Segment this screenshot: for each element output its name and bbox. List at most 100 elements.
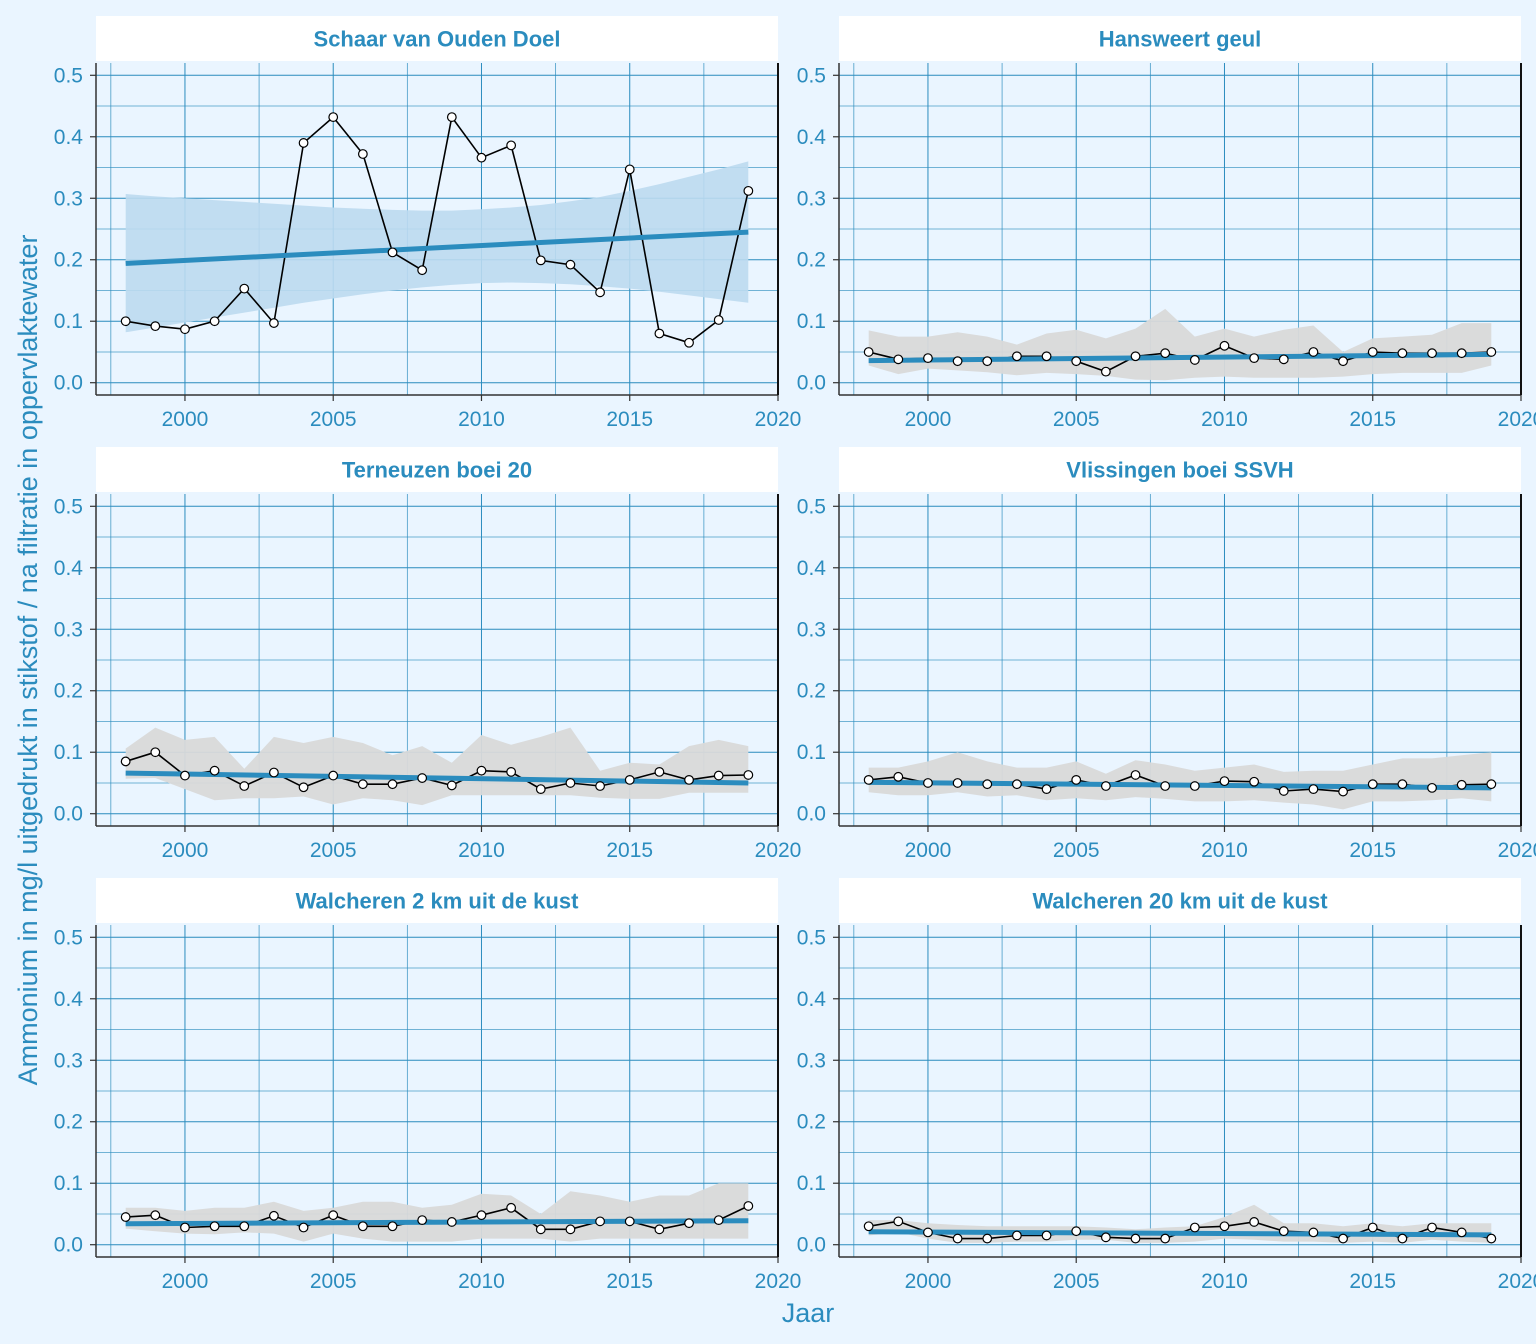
- data-point: [624, 774, 635, 785]
- data-point: [269, 767, 279, 778]
- data-point: [1338, 786, 1348, 797]
- panel-title: Hansweert geul: [1099, 27, 1262, 52]
- data-point: [595, 1216, 605, 1227]
- y-tick-label: 0.2: [797, 249, 826, 272]
- data-point: [1189, 355, 1200, 365]
- data-point: [1397, 779, 1408, 790]
- data-point: [952, 1233, 963, 1244]
- data-point: [624, 164, 635, 175]
- data-point: [387, 779, 398, 790]
- y-tick-label: 0.3: [797, 1049, 826, 1072]
- data-point: [684, 337, 694, 348]
- y-tick-label: 0.1: [797, 310, 826, 333]
- data-point: [1160, 781, 1171, 791]
- data-point: [239, 781, 250, 791]
- data-point: [1397, 348, 1408, 359]
- x-tick-label: 2020: [1498, 408, 1536, 431]
- y-tick-label: 0.1: [797, 1172, 826, 1195]
- panel-title: Terneuzen boei 20: [342, 458, 532, 483]
- data-point: [1041, 351, 1052, 362]
- facet-panel: Walcheren 2 km uit de kust 0.0 0.1 0.2 0.3 0.…: [54, 878, 802, 1293]
- data-point: [357, 1221, 368, 1232]
- data-point: [1012, 1230, 1022, 1241]
- data-point: [1219, 776, 1230, 787]
- x-tick-label: 2020: [755, 1270, 802, 1293]
- data-point: [180, 1222, 190, 1233]
- x-tick-label: 2005: [310, 839, 357, 862]
- trend-line: [868, 1229, 1492, 1238]
- x-tick-label: 2010: [1201, 408, 1248, 431]
- data-point: [1012, 779, 1022, 790]
- panel-strip: [96, 878, 778, 923]
- x-tick-label: 2015: [606, 1270, 653, 1293]
- data-point: [923, 778, 933, 788]
- data-point: [1100, 781, 1111, 791]
- data-point: [595, 781, 605, 791]
- data-point: [328, 1210, 339, 1221]
- data-point: [328, 112, 339, 123]
- data-point: [684, 774, 694, 785]
- data-point: [743, 185, 754, 196]
- data-point: [1160, 1233, 1171, 1244]
- data-point: [654, 328, 665, 339]
- data-point: [506, 766, 517, 777]
- data-point: [1308, 1227, 1319, 1238]
- data-point: [357, 779, 368, 790]
- data-point: [506, 140, 517, 151]
- data-point: [713, 1215, 724, 1226]
- data-point: [180, 324, 190, 335]
- y-tick-label: 0.5: [797, 495, 826, 518]
- data-point: [417, 265, 428, 276]
- x-tick-label: 2000: [905, 839, 952, 862]
- data-point: [180, 770, 190, 781]
- x-tick-label: 2020: [755, 408, 802, 431]
- data-point: [595, 287, 605, 298]
- data-point: [1219, 1221, 1230, 1232]
- data-point: [535, 784, 546, 795]
- data-point: [952, 356, 963, 367]
- y-tick-label: 0.2: [797, 680, 826, 703]
- data-point: [1308, 347, 1319, 357]
- panel-strip: [96, 447, 778, 492]
- x-tick-label: 2015: [606, 408, 653, 431]
- data-point: [387, 247, 398, 258]
- data-point: [1456, 779, 1467, 790]
- data-point: [1278, 786, 1289, 796]
- data-point: [624, 1216, 635, 1227]
- panel-strip: [96, 16, 778, 61]
- y-tick-label: 0.4: [797, 126, 827, 149]
- x-tick-label: 2010: [1201, 839, 1248, 862]
- x-tick-label: 2000: [905, 408, 952, 431]
- data-point: [209, 1221, 220, 1232]
- data-point: [269, 318, 279, 328]
- panel-strip: [839, 878, 1521, 923]
- data-point: [357, 149, 368, 159]
- data-point: [565, 259, 576, 270]
- data-point: [1130, 770, 1141, 780]
- data-point: [952, 778, 963, 788]
- y-tick-label: 0.4: [54, 557, 84, 580]
- data-point: [1219, 340, 1230, 351]
- data-point: [476, 1210, 487, 1221]
- data-point: [863, 347, 874, 357]
- y-tick-label: 0.2: [54, 680, 83, 703]
- data-point: [1041, 1230, 1052, 1241]
- data-point: [298, 138, 309, 148]
- data-point: [150, 321, 161, 332]
- data-point: [120, 756, 131, 767]
- data-point: [446, 780, 457, 791]
- data-point: [923, 353, 933, 364]
- data-point: [446, 112, 457, 123]
- y-tick-label: 0.0: [797, 803, 826, 826]
- y-tick-label: 0.0: [797, 1234, 826, 1257]
- data-point: [1249, 353, 1260, 364]
- data-point: [1278, 1226, 1289, 1237]
- data-point: [1130, 351, 1141, 362]
- x-tick-label: 2005: [1053, 408, 1100, 431]
- data-point: [209, 765, 220, 776]
- x-tick-label: 2005: [310, 408, 357, 431]
- x-tick-label: 2020: [1498, 1270, 1536, 1293]
- y-tick-label: 0.1: [797, 741, 826, 764]
- y-tick-label: 0.0: [797, 372, 826, 395]
